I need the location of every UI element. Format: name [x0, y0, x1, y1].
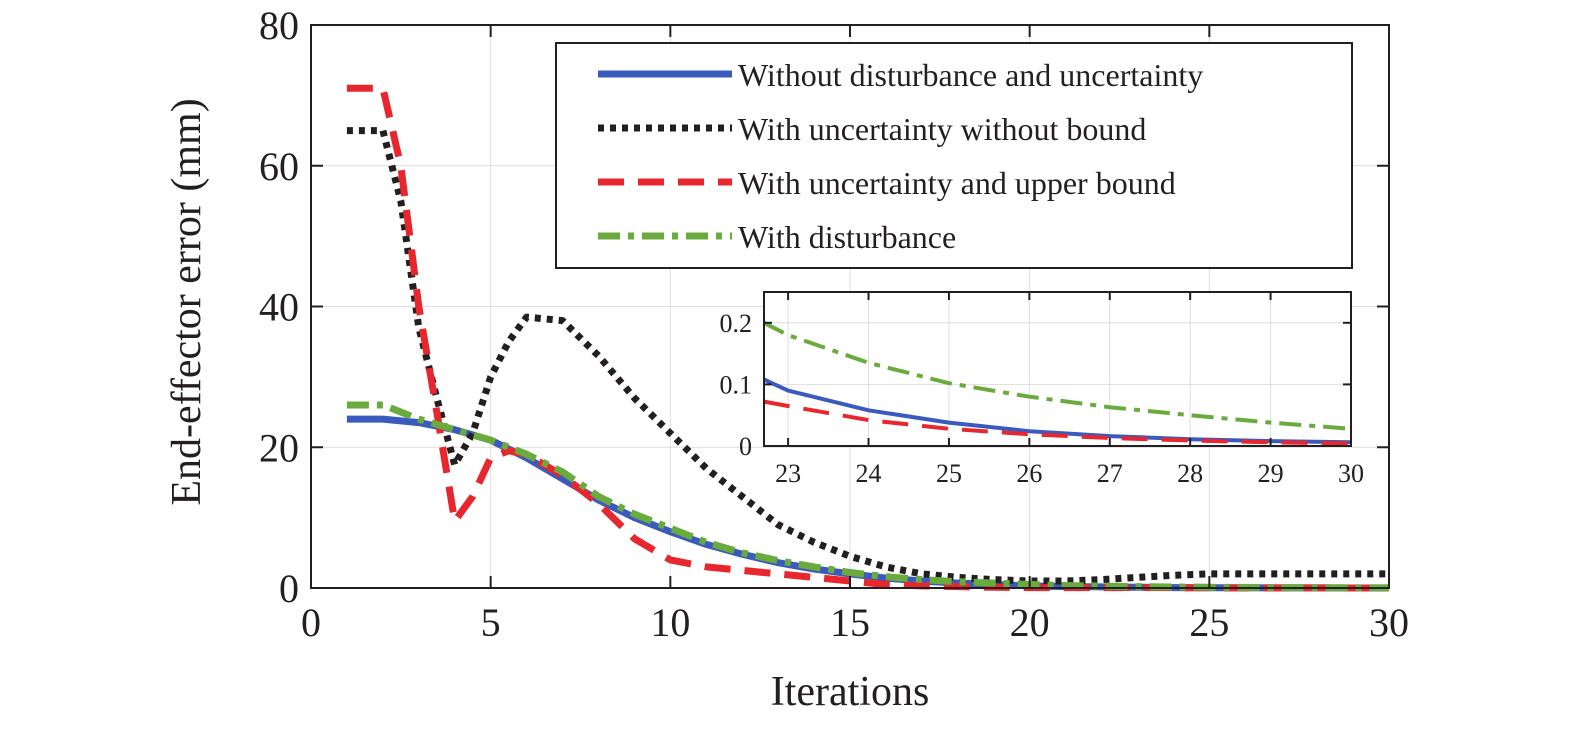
legend: Without disturbance and uncertainty With …: [555, 42, 1353, 269]
inset-y-tick-label-1: 0.1: [720, 370, 753, 399]
inset-x-tick-label-4: 27: [1097, 459, 1123, 488]
y-tick-label-4: 80: [259, 3, 299, 48]
inset-axes: 23 24 25 26 27 28 29 30 0 0.1 0.2: [720, 291, 1364, 488]
x-tick-label-3: 15: [830, 600, 870, 645]
main-axes: 0 5 10 15 20 25 30 0 20 40 60 80: [259, 3, 1409, 645]
y-tick-label-2: 40: [259, 285, 299, 330]
y-tick-label-3: 60: [259, 144, 299, 189]
inset-x-tick-label-5: 28: [1177, 459, 1203, 488]
inset-x-tick-label-0: 23: [775, 459, 801, 488]
x-tick-label-6: 30: [1369, 600, 1409, 645]
inset-series-layer: [763, 321, 1352, 446]
legend-label-0: Without disturbance and uncertainty: [738, 57, 1203, 93]
inset-x-tick-label-2: 25: [936, 459, 962, 488]
inset-x-tick-label-3: 26: [1016, 459, 1042, 488]
inset-grid: [764, 292, 1352, 447]
x-tick-label-1: 5: [481, 600, 501, 645]
inset-x-tick-label-1: 24: [856, 459, 882, 488]
legend-label-2: With uncertainty and upper bound: [738, 165, 1176, 201]
inset-plot-frame: [763, 291, 1352, 447]
inset-series-line-2: [763, 321, 1352, 431]
inset-chart: 23 24 25 26 27 28 29 30 0 0.1 0.2: [720, 291, 1364, 488]
x-axis-label: Iterations: [771, 669, 930, 715]
y-axis-label: End-effector error (mm): [164, 98, 210, 505]
inset-y-tick-label-0: 0: [739, 432, 752, 461]
legend-label-1: With uncertainty without bound: [738, 111, 1146, 147]
x-tick-label-2: 10: [650, 600, 690, 645]
legend-box: [555, 42, 1353, 269]
series-line-1: [346, 127, 1389, 585]
x-tick-label-4: 20: [1010, 600, 1050, 645]
inset-y-tick-label-2: 0.2: [720, 309, 753, 338]
inset-series-line-1: [763, 399, 1352, 446]
x-tick-label-0: 0: [301, 600, 321, 645]
inset-x-tick-label-7: 30: [1338, 459, 1364, 488]
x-tick-label-5: 25: [1189, 600, 1229, 645]
inset-background: [764, 292, 1351, 446]
y-tick-label-0: 0: [279, 566, 299, 611]
legend-label-3: With disturbance: [738, 219, 956, 255]
y-tick-label-1: 20: [259, 425, 299, 470]
inset-x-tick-label-6: 29: [1258, 459, 1284, 488]
